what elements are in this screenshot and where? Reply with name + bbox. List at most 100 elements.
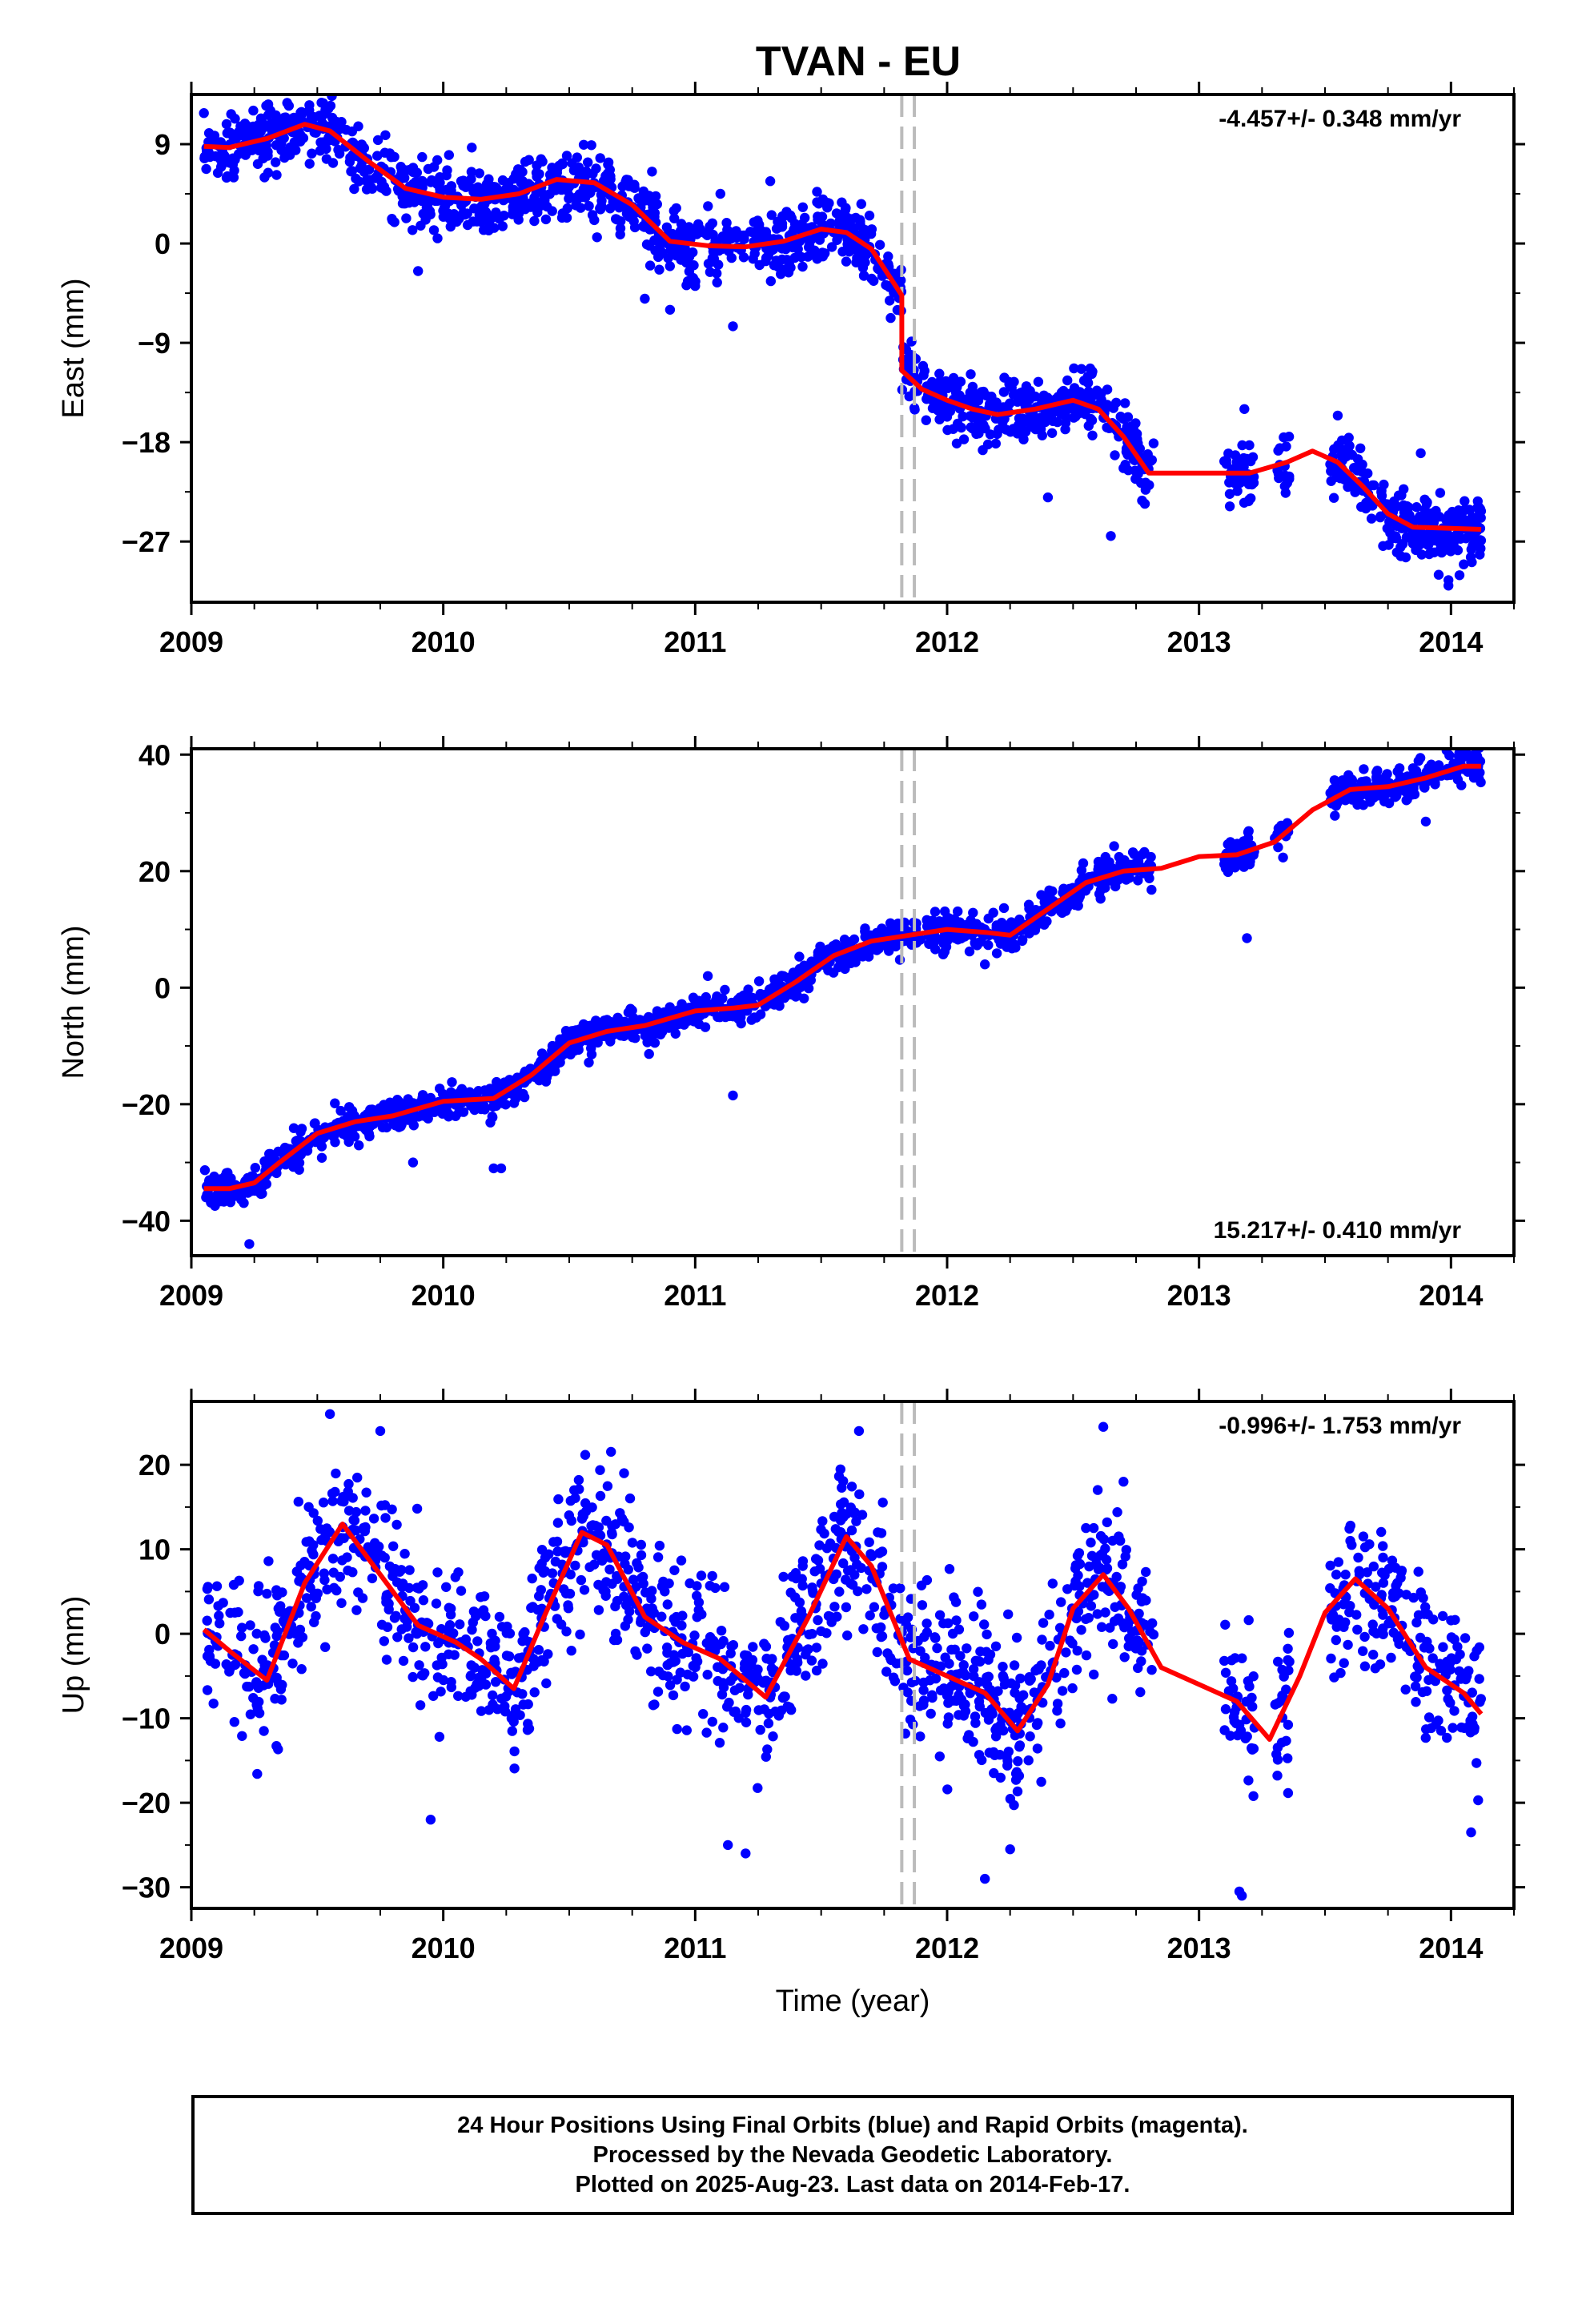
data-point (381, 1655, 392, 1665)
data-point (707, 1716, 717, 1727)
data-point (1030, 424, 1041, 435)
data-point (341, 1131, 352, 1141)
data-point (203, 1582, 213, 1592)
data-point (1087, 430, 1098, 440)
data-point (436, 1624, 447, 1634)
data-point (885, 1655, 897, 1666)
data-point (1023, 1755, 1034, 1766)
x-tick-label: 2012 (915, 1279, 979, 1312)
data-point (570, 1493, 580, 1503)
data-point (271, 157, 281, 167)
data-point (1279, 480, 1291, 492)
data-point (828, 941, 838, 951)
data-point (1132, 1635, 1142, 1646)
fit-line-east (203, 122, 1482, 532)
data-point (646, 1666, 656, 1677)
data-point (529, 1687, 540, 1698)
data-point (852, 252, 862, 263)
data-point (1410, 1681, 1421, 1691)
data-point (291, 145, 301, 155)
data-point (1073, 900, 1083, 911)
data-point (1029, 1687, 1040, 1698)
data-point (488, 1163, 499, 1174)
data-point (492, 1076, 502, 1088)
data-point (357, 1593, 368, 1603)
data-point (806, 956, 817, 967)
data-point (199, 1165, 211, 1176)
data-point (1052, 1706, 1062, 1716)
data-point (677, 1648, 688, 1659)
data-point (669, 206, 679, 216)
data-point (1433, 1715, 1443, 1726)
data-point (1056, 1597, 1066, 1607)
data-point (615, 223, 626, 234)
data-point (665, 304, 676, 315)
data-point (395, 1566, 405, 1577)
data-point (656, 1581, 668, 1592)
data-point (794, 951, 805, 962)
data-point (1001, 920, 1011, 931)
data-point (1045, 891, 1055, 901)
data-point (720, 984, 730, 995)
data-point (1032, 1743, 1043, 1754)
data-point (1452, 1642, 1463, 1652)
data-point (646, 1594, 656, 1604)
data-point (967, 381, 978, 392)
data-point (1025, 1731, 1035, 1742)
data-point (248, 105, 259, 116)
data-point (573, 1474, 584, 1486)
data-point (1018, 434, 1029, 444)
data-point (1347, 776, 1358, 786)
data-point (610, 1628, 621, 1639)
data-point (1421, 1686, 1432, 1696)
data-point (1146, 884, 1157, 895)
data-point (202, 1615, 212, 1626)
data-point (1433, 569, 1444, 580)
data-point (1472, 496, 1484, 507)
data-point (1237, 1653, 1247, 1663)
data-point (441, 1582, 452, 1593)
data-point (1076, 1625, 1086, 1635)
data-point (654, 1540, 665, 1551)
data-point (391, 1577, 403, 1587)
data-point (248, 1644, 259, 1655)
data-point (955, 376, 966, 387)
data-point (865, 1610, 875, 1621)
data-point (1102, 422, 1112, 432)
data-point (806, 1655, 817, 1666)
data-point (1097, 1582, 1108, 1592)
data-point (1272, 1743, 1283, 1753)
data-point (1442, 1685, 1452, 1695)
data-point (630, 1646, 640, 1657)
data-point (1354, 1566, 1364, 1576)
data-point (705, 267, 716, 277)
data-point (380, 130, 391, 140)
data-point (417, 175, 428, 187)
data-point (589, 215, 600, 226)
data-point (1417, 538, 1427, 549)
data-point (273, 1603, 283, 1614)
data-point (287, 1659, 298, 1669)
data-point (1395, 551, 1406, 561)
data-point (538, 1567, 548, 1578)
data-point (593, 1579, 604, 1590)
data-point (1376, 1526, 1387, 1538)
data-point (883, 251, 893, 262)
data-point (725, 1648, 736, 1659)
data-point (871, 1623, 882, 1634)
data-point (858, 1624, 869, 1634)
data-point (973, 1586, 983, 1597)
data-point (1102, 1517, 1113, 1528)
data-point (426, 175, 437, 186)
data-point (1415, 448, 1426, 459)
data-point (466, 167, 477, 177)
data-point (1226, 1676, 1237, 1687)
data-point (203, 128, 215, 139)
data-point (652, 1006, 663, 1016)
data-point (1086, 1550, 1098, 1562)
data-point (428, 225, 440, 235)
data-point (309, 112, 319, 123)
data-point (644, 1030, 654, 1041)
data-point (683, 1015, 694, 1026)
data-point (398, 1655, 409, 1667)
